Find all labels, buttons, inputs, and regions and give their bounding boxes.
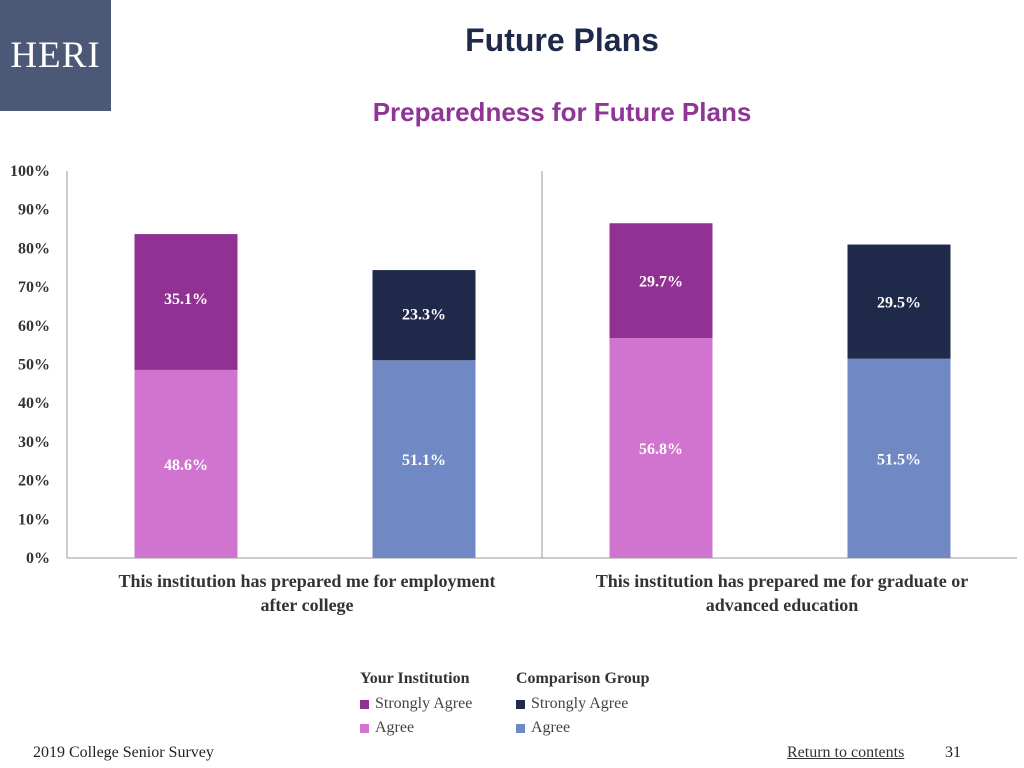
bar-segment [847, 358, 951, 558]
heri-logo: HERI [0, 0, 111, 111]
legend-comparison-group: Comparison Group Strongly Agree Agree [516, 670, 650, 740]
survey-name: 2019 College Senior Survey [33, 744, 214, 761]
legend-your-institution: Your Institution Strongly Agree Agree [360, 670, 472, 740]
legend-swatch [516, 699, 525, 709]
legend-label: Strongly Agree [531, 695, 629, 712]
bar-segment [372, 270, 476, 361]
category-label-graduate: This institution has prepared me for gra… [595, 571, 969, 615]
legend-item: Strongly Agree [516, 692, 650, 716]
logo-text: HERI [10, 35, 101, 76]
y-tick-label: 20% [18, 473, 50, 490]
y-tick-label: 50% [18, 357, 50, 374]
y-tick-label: 90% [18, 202, 50, 219]
bar-segment [847, 244, 951, 359]
bar-segment [609, 223, 713, 339]
legend-swatch [360, 723, 369, 733]
legend-item: Agree [360, 716, 472, 740]
bar-segment [372, 360, 476, 558]
data-label: 51.5% [877, 451, 921, 468]
legend-label: Agree [375, 719, 415, 736]
legend-item: Agree [516, 716, 650, 740]
chart-subtitle: Preparedness for Future Plans [372, 97, 752, 127]
page-number: 31 [945, 744, 961, 761]
data-label: 29.5% [877, 294, 921, 311]
y-tick-label: 70% [18, 279, 50, 296]
legend-item: Strongly Agree [360, 692, 472, 716]
data-label: 48.6% [164, 457, 208, 474]
bar-segment [609, 338, 713, 558]
legend-swatch [516, 723, 525, 733]
legend-label: Agree [531, 719, 571, 736]
page-title: Future Plans [465, 22, 659, 58]
bar-segment [134, 234, 238, 370]
legend-header: Your Institution [360, 670, 470, 687]
category-label-employment: This institution has prepared me for emp… [118, 571, 496, 615]
y-tick-label: 0% [26, 550, 50, 567]
y-tick-label: 10% [18, 511, 50, 528]
legend-swatch [360, 699, 369, 709]
data-label: 51.1% [402, 452, 446, 469]
y-tick-label: 100% [10, 163, 50, 180]
y-tick-label: 60% [18, 318, 50, 335]
data-label: 35.1% [164, 291, 208, 308]
data-label: 23.3% [402, 307, 446, 324]
y-tick-label: 40% [18, 395, 50, 412]
return-to-contents-link[interactable]: Return to contents [787, 744, 905, 761]
legend-header: Comparison Group [516, 670, 650, 687]
data-label: 56.8% [639, 441, 683, 458]
legend-label: Strongly Agree [375, 695, 473, 712]
bar-segment [134, 369, 238, 558]
y-tick-label: 80% [18, 240, 50, 257]
y-tick-label: 30% [18, 434, 50, 451]
data-label: 29.7% [639, 273, 683, 290]
